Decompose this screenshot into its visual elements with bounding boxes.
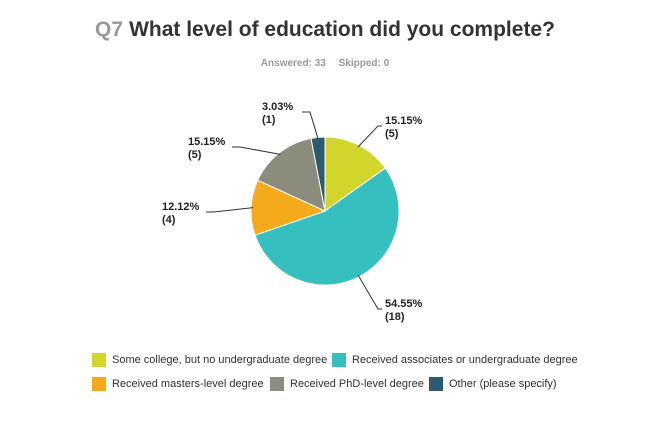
legend-label: Other (please specify) <box>449 378 557 390</box>
leader-line <box>302 111 319 140</box>
data-label-count: (5) <box>385 128 399 140</box>
leader-line <box>232 146 281 155</box>
legend-label: Received associates or undergraduate deg… <box>352 354 578 366</box>
legend-label: Received PhD-level degree <box>290 378 424 390</box>
data-label-percent: 3.03% <box>262 101 293 113</box>
answered-count: Answered: 33 <box>260 58 326 69</box>
data-label-count: (1) <box>262 114 276 126</box>
question-text: What level of education did you complete… <box>129 18 555 41</box>
data-label-percent: 15.15% <box>188 136 226 148</box>
leader-line <box>357 125 382 148</box>
data-label-percent: 15.15% <box>385 115 423 127</box>
question-number: Q7 <box>95 18 124 41</box>
legend-swatch <box>92 377 106 391</box>
data-label-count: (4) <box>162 214 176 226</box>
data-label-count: (5) <box>188 149 202 161</box>
response-stats: Answered: 33 Skipped: 0 <box>0 58 650 69</box>
leader-line <box>357 274 382 310</box>
legend-item[interactable]: Other (please specify) <box>429 377 557 391</box>
legend-swatch <box>429 377 443 391</box>
pie-chart: 15.15%(5)54.55%(18)12.12%(4)15.15%(5)3.0… <box>162 101 423 323</box>
leader-line <box>206 207 254 213</box>
legend-item[interactable]: Received masters-level degree <box>92 377 264 391</box>
legend-item[interactable]: Received PhD-level degree <box>270 377 424 391</box>
pie-slice[interactable] <box>257 137 326 212</box>
legend-item[interactable]: Received associates or undergraduate deg… <box>332 353 578 367</box>
data-label-count: (18) <box>385 311 405 323</box>
legend-swatch <box>332 353 346 367</box>
data-label-percent: 12.12% <box>162 201 200 213</box>
legend-swatch <box>270 377 284 391</box>
chart-title: Q7 What level of education did you comple… <box>0 18 650 42</box>
pie-slice[interactable] <box>324 136 386 212</box>
legend-label: Some college, but no undergraduate degre… <box>112 354 328 366</box>
skipped-count: Skipped: 0 <box>338 58 390 69</box>
legend-swatch <box>92 353 106 367</box>
data-label-percent: 54.55% <box>385 298 423 310</box>
legend-item[interactable]: Some college, but no undergraduate degre… <box>92 353 327 367</box>
legend-label: Received masters-level degree <box>112 378 264 390</box>
